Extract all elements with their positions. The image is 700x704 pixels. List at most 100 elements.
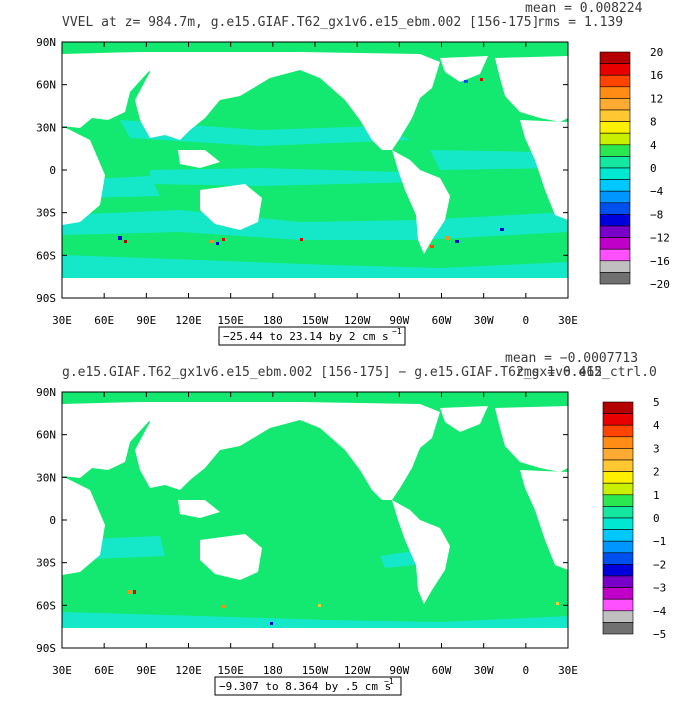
colorbar-swatch [599, 225, 631, 238]
colorbar-label: −20 [650, 278, 670, 291]
panel-bottom-mean: mean = −0.0007713 [505, 351, 638, 366]
colorbar-label: 3 [653, 442, 660, 455]
panel-bottom-map [62, 392, 568, 648]
lon-tick-label: 30E [52, 664, 72, 677]
lon-tick-label: 90E [136, 664, 156, 677]
colorbar-swatch [602, 552, 634, 565]
lat-tick-label: 60N [36, 79, 56, 92]
panel-top-range-box: −25.44 to 23.14 by 2 cm s −1 [218, 326, 406, 346]
lon-tick-label: 150W [302, 314, 329, 327]
lon-tick-label: 30E [52, 314, 72, 327]
colorbar-label: 2 [653, 466, 660, 479]
panel-bottom-range-box: −9.307 to 8.364 by .5 cm s −1 [214, 676, 402, 696]
panel-top-mean: mean = 0.008224 [525, 1, 643, 16]
lat-tick-label: 30S [36, 207, 56, 220]
lon-tick-label: 90W [389, 664, 409, 677]
colorbar-swatch [602, 401, 634, 414]
lat-tick-label: 60S [36, 249, 56, 262]
colorbar-swatch [602, 529, 634, 542]
lon-tick-label: 120W [344, 314, 371, 327]
colorbar-label: 0 [650, 162, 657, 175]
colorbar-swatch [599, 190, 631, 204]
lat-tick-label: 60N [36, 429, 56, 442]
colorbar-swatch [599, 98, 631, 111]
panel-top-rms: rms = 1.139 [537, 15, 623, 30]
colorbar-label: −16 [650, 255, 670, 268]
colorbar-swatch [602, 517, 634, 530]
lat-tick-label: 30N [36, 471, 56, 484]
lon-tick-label: 180 [263, 314, 283, 327]
lon-tick-label: 90E [136, 314, 156, 327]
panel-bottom-range-exponent: −1 [384, 677, 394, 686]
colorbar-swatch [602, 459, 634, 472]
panel-bottom-rms: rms = 0.462 [516, 365, 602, 380]
colorbar-label: −3 [653, 582, 666, 595]
lon-tick-label: 150E [217, 664, 244, 677]
colorbar-label: −2 [653, 558, 666, 571]
colorbar-label: 20 [650, 46, 663, 59]
colorbar-label: −5 [653, 628, 666, 641]
colorbar-swatch [602, 482, 634, 496]
colorbar-swatch [602, 448, 634, 461]
panel-bottom-title: g.e15.GIAF.T62_gx1v6.e15_ebm.002 [156-17… [62, 365, 657, 380]
colorbar-swatch [599, 132, 631, 146]
colorbar-label: 4 [653, 419, 660, 432]
lon-tick-label: 90W [389, 314, 409, 327]
panel-top-lon-ticks: 30E 60E 90E 120E 150E 180 150W 120W 90W 60W 30W 0 30… [52, 42, 578, 327]
colorbar-swatch [599, 74, 631, 88]
lon-tick-label: 60E [94, 314, 114, 327]
colorbar-swatch [602, 424, 634, 438]
lon-tick-label: 30W [474, 314, 494, 327]
colorbar-swatch [599, 272, 631, 285]
colorbar-label: 12 [650, 92, 663, 105]
lon-tick-label: 150E [217, 314, 244, 327]
colorbar-label: −4 [653, 605, 667, 618]
lon-tick-label: 150W [302, 664, 329, 677]
lat-tick-label: 90S [36, 292, 56, 305]
colorbar-swatch [602, 540, 634, 554]
colorbar-swatch [602, 598, 634, 612]
colorbar-swatch [599, 109, 631, 122]
colorbar-label: −12 [650, 232, 670, 245]
colorbar-swatch [599, 86, 631, 99]
lon-tick-label: 120W [344, 664, 371, 677]
colorbar-label: −4 [650, 185, 664, 198]
colorbar-label: −8 [650, 208, 663, 221]
panel-bottom-lon-ticks: 30E 60E 90E 120E 150E 180 150W 120W 90W 60W 30W 0 30… [52, 392, 578, 677]
colorbar-swatch [602, 564, 634, 577]
lon-tick-label: 0 [523, 314, 530, 327]
colorbar-swatch [599, 121, 631, 134]
colorbar-label: −1 [653, 535, 666, 548]
lon-tick-label: 60W [432, 664, 452, 677]
colorbar-swatch [599, 144, 631, 157]
lon-tick-label: 60E [94, 664, 114, 677]
colorbar-label: 8 [650, 116, 657, 129]
panel-top: VVEL at z= 984.7m, g.e15.GIAF.T62_gx1v6.… [36, 1, 670, 346]
lat-tick-label: 0 [49, 164, 56, 177]
colorbar-swatch [599, 51, 631, 64]
lon-tick-label: 30W [474, 664, 494, 677]
lon-tick-label: 180 [263, 664, 283, 677]
panel-bottom-lat-ticks: 90N 60N 30N 0 30S 60S 90S [36, 386, 568, 655]
lon-tick-label: 0 [523, 664, 530, 677]
colorbar-swatch [599, 156, 631, 169]
lat-tick-label: 90S [36, 642, 56, 655]
colorbar-swatch [599, 214, 631, 227]
lon-tick-label: 30E [558, 314, 578, 327]
panel-top-map [62, 42, 568, 298]
lon-tick-label: 60W [432, 314, 452, 327]
panel-bottom-range-label: −9.307 to 8.364 by .5 cm s [219, 680, 391, 693]
colorbar-swatch [599, 248, 631, 262]
lon-tick-label: 120E [175, 314, 202, 327]
colorbar-swatch [599, 202, 631, 215]
colorbar-label: 1 [653, 489, 660, 502]
panel-bottom-colorbar: 5 4 3 2 1 0 −1 −2 −3 −4 −5 [602, 396, 667, 641]
colorbar-label: 4 [650, 139, 657, 152]
colorbar-swatch [602, 506, 634, 519]
panel-top-lat-ticks: 90N 60N 30N 0 30S 60S 90S [36, 36, 568, 305]
colorbar-swatch [602, 610, 634, 623]
colorbar-swatch [602, 494, 634, 507]
lat-tick-label: 90N [36, 386, 56, 399]
lon-tick-label: 30E [558, 664, 578, 677]
